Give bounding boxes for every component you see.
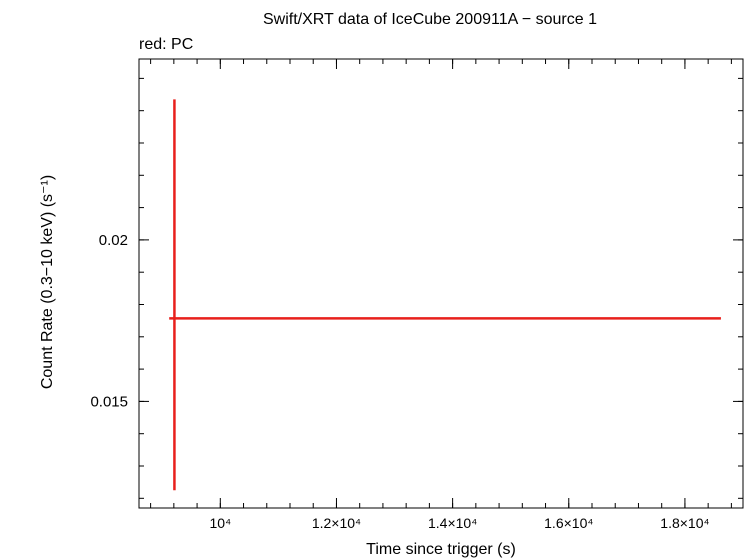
plot-axes: 10⁴ 1.2×10⁴ 1.4×10⁴ 1.6×10⁴ 1.8×10⁴ 0.015 0.02: [90, 58, 744, 531]
x-tick-label: 1.6×10⁴: [544, 515, 593, 531]
x-tick-label: 1.8×10⁴: [660, 515, 709, 531]
data-points: [169, 99, 721, 491]
y-tick-label: 0.02: [99, 232, 128, 249]
chart-title: Swift/XRT data of IceCube 200911A − sour…: [263, 11, 597, 28]
x-axis-label: Time since trigger (s): [366, 541, 516, 558]
y-axis-label: Count Rate (0.3−10 keV) (s⁻¹): [39, 175, 56, 389]
x-tick-label: 1.4×10⁴: [428, 515, 477, 531]
x-tick-label: 10⁴: [210, 515, 232, 531]
x-tick-label: 1.2×10⁴: [312, 515, 361, 531]
chart-subtitle: red: PC: [139, 36, 193, 53]
plot-frame: [138, 58, 744, 509]
y-tick-label: 0.015: [90, 393, 128, 410]
